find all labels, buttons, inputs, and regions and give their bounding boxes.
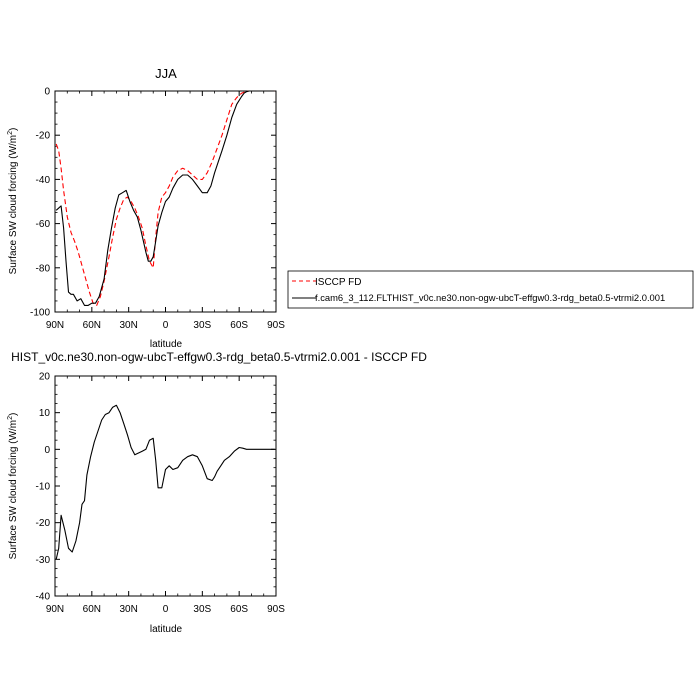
x-tick-label: 0 — [163, 604, 169, 615]
y-tick-label: -10 — [36, 482, 51, 493]
y-tick-label: -60 — [36, 219, 51, 230]
y-tick-label: -30 — [36, 555, 51, 566]
y-tick-label: -40 — [36, 175, 51, 186]
chart-top-title: JJA — [155, 66, 177, 81]
y-tick-label: -20 — [36, 131, 51, 142]
chart-top-tick-labels: 90N 60N 30N 0 30S 60S 90S 0 -20 -40 -60 -80 -100 — [30, 87, 285, 332]
x-tick-label: 30S — [193, 604, 211, 615]
x-tick-label: 30S — [193, 320, 211, 331]
x-tick-label: 60S — [230, 604, 248, 615]
chart-top-y-axis-label: Surface SW cloud forcing (W/m2) — [7, 128, 19, 275]
y-tick-label: -80 — [36, 263, 51, 274]
x-tick-label: 90N — [46, 604, 64, 615]
chart-bottom-ticks — [54, 375, 277, 597]
legend-box — [287, 270, 694, 309]
x-tick-label: 60N — [83, 320, 101, 331]
x-tick-label: 90N — [46, 320, 64, 331]
chart-bottom-title: HIST_v0c.ne30.non-ogw-ubcT-effgw0.3-rdg_… — [11, 350, 427, 364]
y-tick-label: -20 — [36, 518, 51, 529]
x-tick-label: 60S — [230, 320, 248, 331]
chart-top-x-axis-label: latitude — [150, 339, 183, 350]
chart-bottom: HIST_v0c.ne30.non-ogw-ubcT-effgw0.3-rdg_… — [7, 350, 427, 635]
chart-top: JJA 90N 60N 30N 0 30S 60S 90S 0 -20 -40 -60 -80 -100… — [7, 66, 694, 350]
x-tick-label: 30N — [119, 604, 137, 615]
chart-bottom-series — [55, 404, 275, 560]
chart-top-series — [55, 90, 275, 306]
series-line-1 — [55, 90, 275, 306]
y-tick-label: -40 — [36, 592, 51, 603]
x-tick-label: 0 — [163, 320, 169, 331]
chart-top-legend: ISCCP FD f.cam6_3_112.FLTHIST_v0c.ne30.n… — [287, 270, 694, 309]
legend-label-isccp: ISCCP FD — [315, 277, 362, 288]
x-tick-label: 90S — [267, 604, 285, 615]
y-tick-label: 0 — [44, 87, 50, 98]
chart-bottom-tick-labels: 90N 60N 30N 0 30S 60S 90S 20 10 0 -10 -20 -30 -40 — [36, 372, 286, 616]
y-tick-label: 20 — [39, 372, 51, 383]
x-tick-label: 90S — [267, 320, 285, 331]
chart-bottom-y-axis-label: Surface SW cloud forcing (W/m2) — [7, 413, 19, 560]
y-tick-label: -100 — [30, 308, 50, 319]
legend-label-model: f.cam6_3_112.FLTHIST_v0c.ne30.non-ogw-ub… — [315, 292, 665, 303]
series-line-observed — [55, 90, 275, 306]
series-line-0 — [55, 404, 275, 560]
y-tick-label: 10 — [39, 408, 51, 419]
chart-top-ticks — [54, 90, 277, 313]
chart-bottom-plot-frame — [54, 375, 277, 597]
x-tick-label: 30N — [119, 320, 137, 331]
y-tick-label: 0 — [44, 445, 50, 456]
chart-bottom-x-axis-label: latitude — [150, 624, 183, 635]
x-tick-label: 60N — [83, 604, 101, 615]
